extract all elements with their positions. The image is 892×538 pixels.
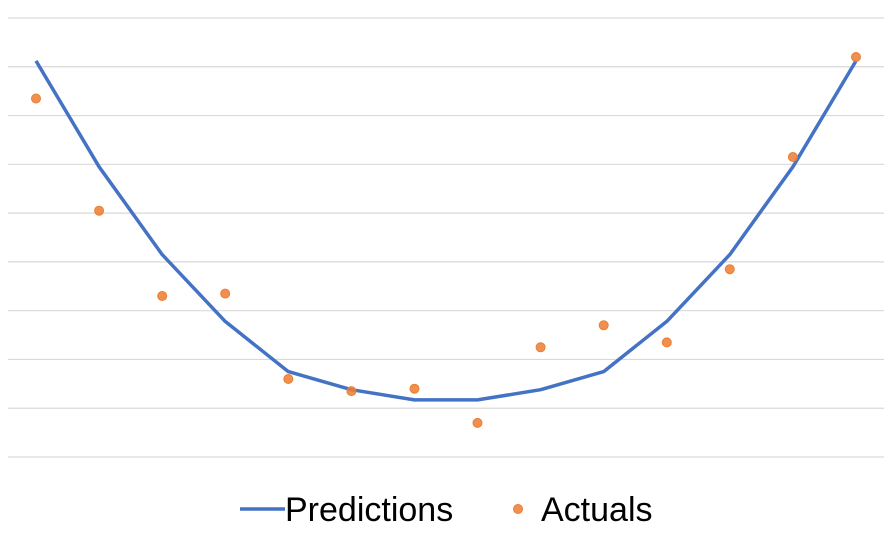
actuals-point (409, 383, 420, 394)
actuals-point (535, 342, 546, 353)
actuals-point (346, 386, 357, 397)
predictions-series (34, 60, 858, 402)
actuals-point (661, 337, 672, 348)
legend-actuals-marker (513, 504, 523, 514)
actuals-point (851, 52, 861, 62)
legend-actuals-label: Actuals (541, 491, 653, 529)
actuals-point (220, 288, 231, 299)
actuals-point (724, 264, 735, 275)
actuals-point (31, 93, 41, 104)
legend-predictions-label: Predictions (285, 491, 453, 529)
actuals-point (94, 205, 105, 216)
actuals-point (787, 152, 798, 162)
actuals-point (472, 417, 483, 428)
actuals-point (598, 320, 609, 331)
actuals-point (157, 291, 168, 301)
predictions-line (34, 60, 858, 402)
gridlines (8, 17, 884, 458)
actuals-series (31, 52, 861, 428)
actuals-point (283, 374, 294, 384)
legend: Predictions Actuals (240, 491, 653, 529)
